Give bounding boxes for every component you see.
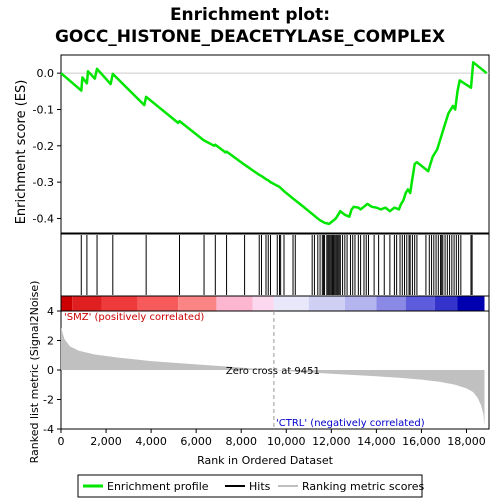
es-y-tick-label: -0.2	[33, 140, 54, 153]
colorbar-segment	[273, 296, 309, 311]
x-axis-label: Rank in Ordered Dataset	[197, 454, 334, 467]
ranking-colorbar	[60, 295, 490, 312]
x-tick-label: 6,000	[180, 435, 212, 448]
hits-panel	[60, 233, 490, 297]
colorbar-segment	[61, 296, 73, 311]
x-tick-label: 14,000	[357, 435, 396, 448]
enrichment-profile-line	[60, 61, 488, 226]
colorbar-segment	[137, 296, 179, 311]
legend-label: Hits	[249, 480, 271, 493]
metric-y-tick-label: -2	[43, 394, 54, 407]
legend-label: Ranking metric scores	[302, 480, 424, 493]
chart-title-line-1: Enrichment plot:	[170, 5, 330, 25]
colorbar-segment	[308, 296, 345, 311]
negative-correlation-label: 'CTRL' (negatively correlated)	[276, 418, 425, 429]
colorbar-segment	[434, 296, 458, 311]
colorbar-segment	[178, 296, 217, 311]
metric-y-tick-label: 4	[47, 305, 54, 318]
colorbar-segment	[376, 296, 406, 311]
x-tick-label: 4,000	[135, 435, 167, 448]
colorbar-segment	[344, 296, 377, 311]
metric-y-tick-label: 2	[47, 335, 54, 348]
metric-panel: 4 2 0 -2 -4 'SMZ' (positively correlated) Zero…	[43, 305, 490, 448]
colorbar-segment	[457, 296, 485, 311]
es-ylabel: Enrichment score (ES)	[14, 80, 29, 225]
x-tick-label: 10,000	[267, 435, 306, 448]
x-tick-label: 0	[58, 435, 65, 448]
colorbar-segment	[101, 296, 138, 311]
hits-plot-area	[60, 233, 490, 297]
legend-label: Enrichment profile	[107, 480, 209, 493]
metric-ylabel: Ranked list metric (Signal2Noise)	[28, 281, 41, 464]
es-plot-area	[60, 54, 490, 234]
es-y-tick-label: -0.1	[33, 103, 54, 116]
x-tick-label: 16,000	[402, 435, 441, 448]
legend-box	[77, 474, 423, 498]
legend: Enrichment profile Hits Ranking metric sco…	[77, 474, 424, 498]
zero-cross-label: Zero cross at 9451	[226, 366, 320, 377]
metric-y-tick-label: -4	[43, 423, 54, 436]
es-y-tick-label: -0.3	[33, 176, 54, 189]
colorbar-segment	[216, 296, 253, 311]
x-tick-label: 12,000	[312, 435, 351, 448]
es-y-tick-label: 0.0	[37, 67, 55, 80]
metric-y-tick-label: 0	[47, 364, 54, 377]
x-tick-label: 18,000	[447, 435, 486, 448]
es-panel: 0.0 -0.1 -0.2 -0.3 -0.4	[33, 54, 490, 234]
x-tick-label: 8,000	[225, 435, 257, 448]
chart-title-line-2: GOCC_HISTONE_DEACETYLASE_COMPLEX	[55, 27, 445, 47]
colorbar-segment	[405, 296, 435, 311]
colorbar-segment	[252, 296, 274, 311]
x-tick-label: 2,000	[90, 435, 122, 448]
ranking-metric-area	[61, 327, 485, 427]
positive-correlation-label: 'SMZ' (positively correlated)	[64, 312, 204, 323]
colorbar-segment	[72, 296, 102, 311]
es-y-tick-label: -0.4	[33, 212, 54, 225]
